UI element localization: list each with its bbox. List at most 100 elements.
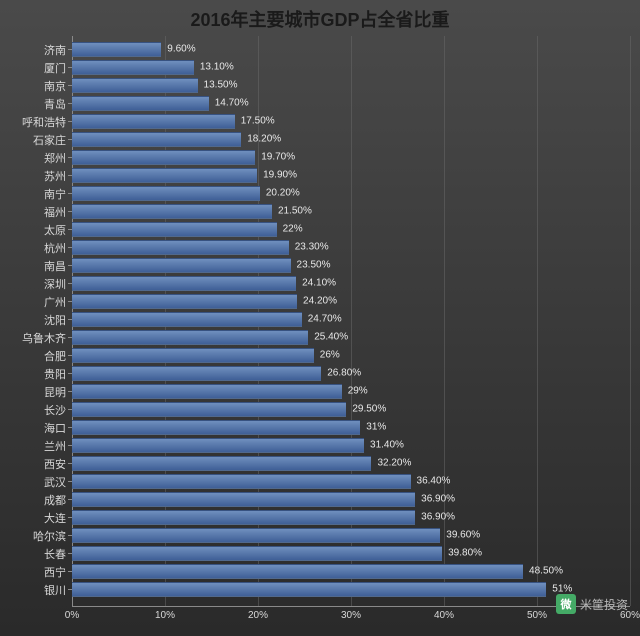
bar bbox=[72, 312, 302, 327]
bar-row: 26.80% bbox=[72, 367, 321, 380]
bar-value-label: 31% bbox=[366, 422, 386, 433]
y-tick bbox=[68, 121, 72, 122]
bar-value-label: 29% bbox=[348, 386, 368, 397]
watermark: 微 米筐投资 bbox=[556, 594, 628, 614]
bar bbox=[72, 474, 411, 489]
bar-row: 36.90% bbox=[72, 511, 415, 524]
y-tick bbox=[68, 427, 72, 428]
category-label: 哈尔滨 bbox=[33, 528, 66, 544]
y-tick bbox=[68, 193, 72, 194]
bar-value-label: 14.70% bbox=[215, 98, 249, 109]
bar-value-label: 19.70% bbox=[261, 152, 295, 163]
bar bbox=[72, 132, 241, 147]
bar bbox=[72, 402, 346, 417]
category-label: 南宁 bbox=[44, 186, 66, 202]
bar-value-label: 19.90% bbox=[263, 170, 297, 181]
category-label: 郑州 bbox=[44, 150, 66, 166]
bar-row: 48.50% bbox=[72, 565, 523, 578]
y-tick bbox=[68, 49, 72, 50]
bar-row: 21.50% bbox=[72, 205, 272, 218]
category-label: 长沙 bbox=[44, 402, 66, 418]
bar-value-label: 51% bbox=[552, 584, 572, 595]
bar-value-label: 24.20% bbox=[303, 296, 337, 307]
bar bbox=[72, 456, 371, 471]
y-tick bbox=[68, 373, 72, 374]
gridline bbox=[630, 36, 631, 606]
bar-row: 24.10% bbox=[72, 277, 296, 290]
category-label: 呼和浩特 bbox=[22, 114, 66, 130]
bar bbox=[72, 384, 342, 399]
bar bbox=[72, 96, 209, 111]
bar-value-label: 23.50% bbox=[297, 260, 331, 271]
y-tick bbox=[68, 265, 72, 266]
bar-value-label: 18.20% bbox=[247, 134, 281, 145]
bar bbox=[72, 438, 364, 453]
bar-row: 26% bbox=[72, 349, 314, 362]
bar-value-label: 39.80% bbox=[448, 548, 482, 559]
bar bbox=[72, 150, 255, 165]
bar-value-label: 36.90% bbox=[421, 512, 455, 523]
category-label: 广州 bbox=[44, 294, 66, 310]
y-tick bbox=[68, 337, 72, 338]
bar-row: 23.50% bbox=[72, 259, 291, 272]
bar-row: 29% bbox=[72, 385, 342, 398]
bar-row: 19.70% bbox=[72, 151, 255, 164]
bar-row: 25.40% bbox=[72, 331, 308, 344]
y-tick bbox=[68, 553, 72, 554]
category-label: 长春 bbox=[44, 546, 66, 562]
gdp-share-chart: 2016年主要城市GDP占全省比重 0%10%20%30%40%50%60%9.… bbox=[0, 0, 640, 636]
category-label: 石家庄 bbox=[33, 132, 66, 148]
y-tick bbox=[68, 67, 72, 68]
bar bbox=[72, 582, 546, 597]
bar-row: 36.90% bbox=[72, 493, 415, 506]
bar-row: 31.40% bbox=[72, 439, 364, 452]
bar bbox=[72, 114, 235, 129]
bar-value-label: 36.90% bbox=[421, 494, 455, 505]
category-label: 大连 bbox=[44, 510, 66, 526]
x-tick-label: 50% bbox=[517, 610, 557, 621]
category-label: 贵阳 bbox=[44, 366, 66, 382]
bar bbox=[72, 348, 314, 363]
bar-value-label: 24.70% bbox=[308, 314, 342, 325]
bar bbox=[72, 294, 297, 309]
x-tick-label: 40% bbox=[424, 610, 464, 621]
bar bbox=[72, 42, 161, 57]
bar-value-label: 32.20% bbox=[377, 458, 411, 469]
bar-value-label: 13.10% bbox=[200, 62, 234, 73]
y-tick bbox=[68, 517, 72, 518]
bar bbox=[72, 78, 198, 93]
category-label: 厦门 bbox=[44, 60, 66, 76]
y-tick bbox=[68, 481, 72, 482]
bar bbox=[72, 564, 523, 579]
bar-row: 22% bbox=[72, 223, 277, 236]
bar-row: 31% bbox=[72, 421, 360, 434]
y-tick bbox=[68, 445, 72, 446]
bar-value-label: 25.40% bbox=[314, 332, 348, 343]
chart-title: 2016年主要城市GDP占全省比重 bbox=[0, 6, 640, 32]
bar-value-label: 48.50% bbox=[529, 566, 563, 577]
bar-row: 13.50% bbox=[72, 79, 198, 92]
category-label: 合肥 bbox=[44, 348, 66, 364]
y-tick bbox=[68, 103, 72, 104]
y-tick bbox=[68, 175, 72, 176]
category-label: 西安 bbox=[44, 456, 66, 472]
bar-row: 29.50% bbox=[72, 403, 346, 416]
category-label: 昆明 bbox=[44, 384, 66, 400]
bar-value-label: 26% bbox=[320, 350, 340, 361]
bar-row: 39.80% bbox=[72, 547, 442, 560]
bar bbox=[72, 186, 260, 201]
bar bbox=[72, 240, 289, 255]
category-label: 西宁 bbox=[44, 564, 66, 580]
y-tick bbox=[68, 499, 72, 500]
y-tick bbox=[68, 85, 72, 86]
x-tick-label: 20% bbox=[238, 610, 278, 621]
x-axis-line bbox=[72, 606, 630, 607]
bar-value-label: 29.50% bbox=[352, 404, 386, 415]
bar bbox=[72, 546, 442, 561]
bar-value-label: 26.80% bbox=[327, 368, 361, 379]
y-tick bbox=[68, 589, 72, 590]
y-tick bbox=[68, 301, 72, 302]
y-tick bbox=[68, 355, 72, 356]
gridline bbox=[537, 36, 538, 606]
bar-value-label: 17.50% bbox=[241, 116, 275, 127]
